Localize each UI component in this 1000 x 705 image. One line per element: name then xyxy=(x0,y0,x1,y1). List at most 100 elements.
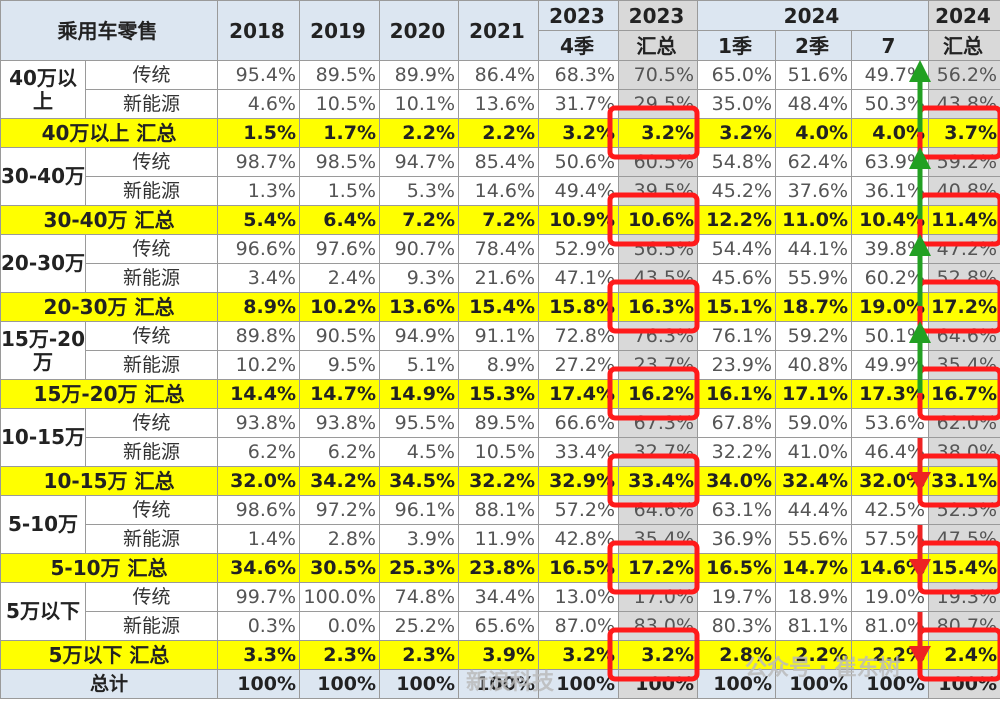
summary-value-cell: 32.9% xyxy=(538,466,619,496)
value-cell: 99.7% xyxy=(217,582,300,612)
value-cell: 51.6% xyxy=(775,60,852,90)
value-cell: 89.8% xyxy=(217,321,300,351)
summary-value-cell: 33.1% xyxy=(928,466,1000,496)
table-row: 10-15万 传统 93.8% 93.8% 95.5% 89.5% 66.6% 67.3% 67… xyxy=(0,408,1000,467)
summary-value-cell: 14.7% xyxy=(775,553,852,583)
col-header-2023-total-year: 2023 xyxy=(618,0,698,31)
summary-value-cell: 2.2% xyxy=(458,118,539,148)
summary-row: 10-15万 汇总 32.0% 34.2% 34.5% 32.2% 32.9% 33.4% 3… xyxy=(0,466,1000,496)
table-row: 新能源 1.3% 1.5% 5.3% 14.6% 49.4% 39.5% 45.2% 37.6%… xyxy=(1,176,1000,206)
value-cell: 3.4% xyxy=(217,263,300,293)
value-cell: 55.6% xyxy=(775,524,852,554)
value-cell: 64.6% xyxy=(928,321,1000,351)
value-cell: 13.0% xyxy=(538,582,619,612)
value-cell: 35.0% xyxy=(697,89,776,119)
value-cell: 3.9% xyxy=(379,524,459,554)
value-cell: 59.2% xyxy=(775,321,852,351)
value-cell: 46.4% xyxy=(851,437,929,467)
value-cell: 60.2% xyxy=(851,263,929,293)
total-value-cell: 100% xyxy=(775,669,852,699)
value-cell: 17.0% xyxy=(618,582,698,612)
value-cell: 62.4% xyxy=(775,147,852,177)
value-cell: 5.3% xyxy=(379,176,459,206)
summary-value-cell: 3.9% xyxy=(458,640,539,670)
summary-value-cell: 17.4% xyxy=(538,379,619,409)
value-cell: 50.3% xyxy=(851,89,929,119)
col-header-2023-total: 汇总 xyxy=(618,30,698,61)
summary-value-cell: 7.2% xyxy=(458,205,539,235)
value-cell: 47.5% xyxy=(928,524,1000,554)
value-cell: 68.3% xyxy=(538,60,619,90)
value-cell: 88.1% xyxy=(458,495,539,525)
summary-value-cell: 33.4% xyxy=(618,466,698,496)
row-type-label: 新能源 xyxy=(85,611,218,641)
summary-row: 40万以上 汇总 1.5% 1.7% 2.2% 2.2% 3.2% 3.2% 3.2% 4.0%… xyxy=(0,118,1000,148)
value-cell: 96.1% xyxy=(379,495,459,525)
summary-value-cell: 5.4% xyxy=(217,205,300,235)
summary-value-cell: 3.2% xyxy=(538,118,619,148)
value-cell: 97.2% xyxy=(299,495,380,525)
col-header-2024-total: 汇总 xyxy=(928,30,1000,61)
col-header-2018: 2018 xyxy=(217,0,300,61)
value-cell: 43.5% xyxy=(618,263,698,293)
summary-value-cell: 10.6% xyxy=(618,205,698,235)
value-cell: 95.5% xyxy=(379,408,459,438)
summary-value-cell: 32.0% xyxy=(851,466,929,496)
value-cell: 91.1% xyxy=(458,321,539,351)
col-header-2024-year: 2024 xyxy=(697,0,929,31)
row-type-label: 传统 xyxy=(85,60,218,90)
value-cell: 41.0% xyxy=(775,437,852,467)
summary-value-cell: 11.4% xyxy=(928,205,1000,235)
summary-label: 10-15万 汇总 xyxy=(0,466,218,496)
value-cell: 36.9% xyxy=(697,524,776,554)
value-cell: 76.3% xyxy=(618,321,698,351)
summary-value-cell: 15.4% xyxy=(458,292,539,322)
summary-label: 5-10万 汇总 xyxy=(0,553,218,583)
value-cell: 1.5% xyxy=(299,176,380,206)
summary-label: 30-40万 汇总 xyxy=(0,205,218,235)
value-cell: 72.8% xyxy=(538,321,619,351)
value-cell: 67.3% xyxy=(618,408,698,438)
summary-value-cell: 10.4% xyxy=(851,205,929,235)
value-cell: 49.4% xyxy=(538,176,619,206)
value-cell: 4.5% xyxy=(379,437,459,467)
value-cell: 5.1% xyxy=(379,350,459,380)
summary-value-cell: 3.2% xyxy=(538,640,619,670)
value-cell: 19.7% xyxy=(697,582,776,612)
group-label: 15万-20万 xyxy=(0,321,86,380)
value-cell: 67.8% xyxy=(697,408,776,438)
value-cell: 19.0% xyxy=(851,582,929,612)
total-value-cell: 100% xyxy=(928,669,1000,699)
row-type-label: 新能源 xyxy=(85,524,218,554)
summary-value-cell: 32.4% xyxy=(775,466,852,496)
value-cell: 10.1% xyxy=(379,89,459,119)
value-cell: 78.4% xyxy=(458,234,539,264)
table-row: 40万以上 传统 95.4% 89.5% 89.9% 86.4% 68.3% 70.5% 65.… xyxy=(0,60,1000,119)
table-body: 40万以上 传统 95.4% 89.5% 89.9% 86.4% 68.3% 70.5% 65.… xyxy=(0,60,1000,699)
col-header-2024-total-year: 2024 xyxy=(928,0,1000,31)
value-cell: 29.5% xyxy=(618,89,698,119)
value-cell: 63.9% xyxy=(851,147,929,177)
value-cell: 55.9% xyxy=(775,263,852,293)
value-cell: 98.5% xyxy=(299,147,380,177)
value-cell: 85.4% xyxy=(458,147,539,177)
summary-value-cell: 4.0% xyxy=(851,118,929,148)
group-label: 20-30万 xyxy=(0,234,86,293)
total-value-cell: 100% xyxy=(697,669,776,699)
value-cell: 56.2% xyxy=(928,60,1000,90)
value-cell: 44.1% xyxy=(775,234,852,264)
value-cell: 13.6% xyxy=(458,89,539,119)
value-cell: 93.8% xyxy=(217,408,300,438)
table-row: 20-30万 传统 96.6% 97.6% 90.7% 78.4% 52.9% 56.5% 54… xyxy=(0,234,1000,293)
row-type-label: 传统 xyxy=(85,321,218,351)
value-cell: 98.6% xyxy=(217,495,300,525)
summary-row: 30-40万 汇总 5.4% 6.4% 7.2% 7.2% 10.9% 10.6% 12.2%… xyxy=(0,205,1000,235)
value-cell: 19.3% xyxy=(928,582,1000,612)
value-cell: 90.5% xyxy=(299,321,380,351)
summary-value-cell: 2.3% xyxy=(299,640,380,670)
value-cell: 83.0% xyxy=(618,611,698,641)
summary-value-cell: 14.7% xyxy=(299,379,380,409)
value-cell: 81.1% xyxy=(775,611,852,641)
summary-value-cell: 16.1% xyxy=(697,379,776,409)
